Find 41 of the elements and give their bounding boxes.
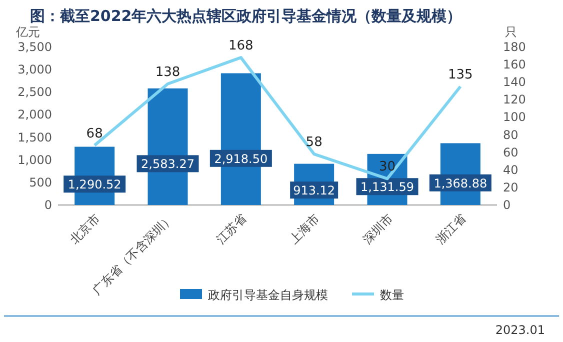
- y2-tick-label: 120: [503, 92, 526, 107]
- data-label: 58: [306, 135, 322, 150]
- legend-label: 政府引导基金自身规模: [208, 288, 328, 302]
- y2-tick-label: 180: [503, 40, 526, 54]
- x-tick-label: 上海市: [286, 211, 322, 247]
- y2-tick-label: 0: [503, 198, 511, 212]
- data-label: 1,290.52: [68, 178, 122, 192]
- data-label: 913.12: [293, 184, 336, 198]
- data-label: 135: [448, 68, 473, 82]
- data-label: 168: [228, 38, 254, 54]
- y-tick-label: 2,500: [18, 85, 52, 100]
- y-tick-label: 1,000: [18, 152, 52, 167]
- text: 2023.01: [495, 323, 545, 337]
- data-label: 2,583.27: [141, 157, 194, 172]
- y2-tick-label: 80: [503, 128, 518, 142]
- y2-tick-label: 60: [503, 145, 518, 160]
- y2-tick-label: 100: [503, 110, 526, 124]
- y-tick-label: 3,500: [18, 40, 52, 54]
- y2-tick-label: 160: [503, 58, 526, 72]
- legend-label: 数量: [380, 288, 404, 302]
- x-tick-label: 浙江省: [433, 211, 469, 247]
- data-label: 138: [155, 64, 180, 80]
- y-tick-label: 1,500: [18, 130, 52, 144]
- y-tick-label: 0: [44, 198, 52, 212]
- data-label: 30: [378, 160, 396, 175]
- data-label: 1,131.59: [360, 180, 414, 194]
- y-tick-label: 2,000: [18, 108, 52, 122]
- y2-tick-label: 40: [503, 162, 518, 177]
- x-tick-label: 深圳市: [360, 211, 396, 247]
- y2-tick-label: 140: [503, 75, 526, 90]
- chart-title: 图：截至2022年六大热点辖区政府引导基金情况（数量及规模）: [30, 7, 462, 25]
- y-tick-label: 3,000: [18, 62, 52, 77]
- y2-tick-label: 20: [503, 180, 518, 194]
- y-axis-title: 亿元: [15, 25, 40, 39]
- data-label: 2,918.50: [214, 152, 268, 166]
- data-label: 68: [86, 126, 103, 142]
- y2-axis-title: 只: [505, 25, 517, 39]
- x-tick-label: 北京市: [67, 211, 103, 247]
- y-tick-label: 500: [29, 175, 52, 190]
- data-label: 1,368.88: [434, 176, 488, 190]
- x-tick-label: 江苏省: [214, 211, 250, 247]
